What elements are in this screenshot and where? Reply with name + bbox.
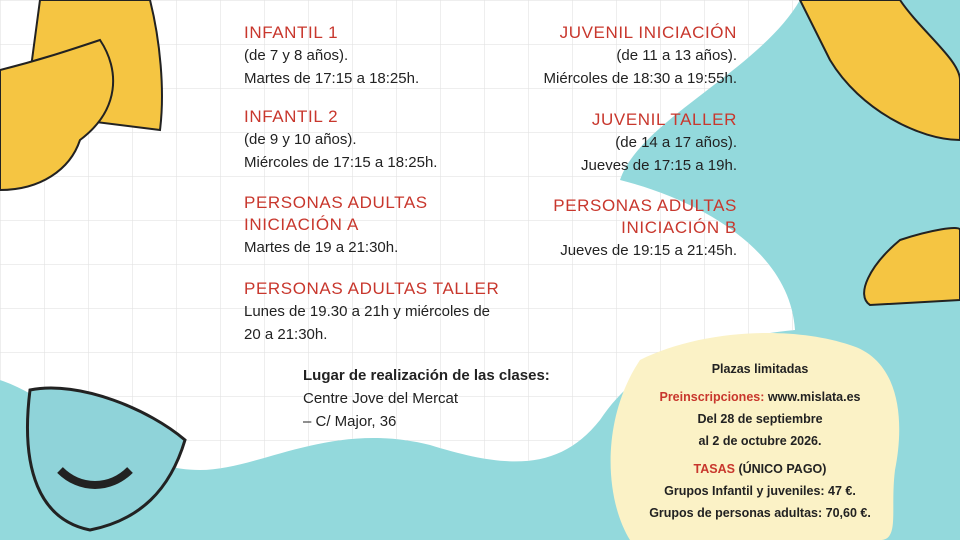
group-line: Jueves de 19:15 a 21:45h. xyxy=(560,242,737,259)
group-line: Lunes de 19.30 a 21h y miércoles de xyxy=(244,303,490,320)
location-line: Centre Jove del Mercat xyxy=(303,390,459,407)
website: www.mislata.es xyxy=(767,390,861,404)
class-group: PERSONAS ADULTAS INICIACIÓN A Martes de 19… xyxy=(244,192,428,259)
group-title: INICIACIÓN A xyxy=(244,215,359,234)
info-box: Plazas limitadas Preinscripciones: www.m… xyxy=(620,358,900,524)
preinscription: Preinscripciones: www.mislata.es xyxy=(620,386,900,408)
preinscription-label: Preinscripciones: xyxy=(659,390,765,404)
label: Lugar de realización de las clases: xyxy=(303,367,550,384)
fee: Grupos Infantil y juveniles: 47 €. xyxy=(664,484,856,498)
group-title: JUVENIL INICIACIÓN xyxy=(559,23,737,42)
group-title: PERSONAS ADULTAS xyxy=(244,193,428,212)
group-line: Martes de 19 a 21:30h. xyxy=(244,239,399,256)
group-line: Jueves de 17:15 a 19h. xyxy=(581,157,737,174)
limited: Plazas limitadas xyxy=(711,362,809,376)
location: Lugar de realización de las clases: Cent… xyxy=(303,364,550,433)
group-title: INFANTIL 2 xyxy=(244,107,339,126)
group-title: JUVENIL TALLER xyxy=(591,110,737,129)
fees-label: TASAS xyxy=(693,462,735,476)
group-title: PERSONAS ADULTAS TALLER xyxy=(244,279,500,298)
class-group: JUVENIL INICIACIÓN (de 11 a 13 años). Miér… xyxy=(544,22,737,90)
group-line: Miércoles de 17:15 a 18:25h. xyxy=(244,154,438,171)
group-title: INFANTIL 1 xyxy=(244,23,339,42)
group-line: (de 11 a 13 años). xyxy=(616,47,737,64)
group-line: (de 9 y 10 años). xyxy=(244,131,357,148)
fee: Grupos de personas adultas: 70,60 €. xyxy=(649,506,871,520)
class-group: INFANTIL 1 (de 7 y 8 años). Martes de 17:1… xyxy=(244,22,419,90)
class-group: PERSONAS ADULTAS INICIACIÓN B Jueves de 19… xyxy=(553,195,737,262)
group-title: PERSONAS ADULTAS xyxy=(553,196,737,215)
class-group: PERSONAS ADULTAS TALLER Lunes de 19.30 a … xyxy=(244,278,499,346)
date: al 2 de octubre 2026. xyxy=(698,434,822,448)
group-line: (de 14 a 17 años). xyxy=(615,134,737,151)
location-line: – C/ Major, 36 xyxy=(303,413,397,430)
group-line: Miércoles de 18:30 a 19:55h. xyxy=(543,70,737,87)
fees-header: TASAS (ÚNICO PAGO) xyxy=(620,458,900,480)
group-title: INICIACIÓN B xyxy=(621,218,737,237)
class-group: INFANTIL 2 (de 9 y 10 años). Miércoles de … xyxy=(244,106,437,174)
location-label: Lugar de realización de las clases: xyxy=(303,364,550,387)
class-group: JUVENIL TALLER (de 14 a 17 años). Jueves d… xyxy=(581,109,737,177)
group-line: 20 a 21:30h. xyxy=(244,326,328,343)
date: Del 28 de septiembre xyxy=(697,412,823,426)
group-line: (de 7 y 8 años). xyxy=(244,47,349,64)
fees-note: (ÚNICO PAGO) xyxy=(738,462,827,476)
group-line: Martes de 17:15 a 18:25h. xyxy=(244,70,420,87)
